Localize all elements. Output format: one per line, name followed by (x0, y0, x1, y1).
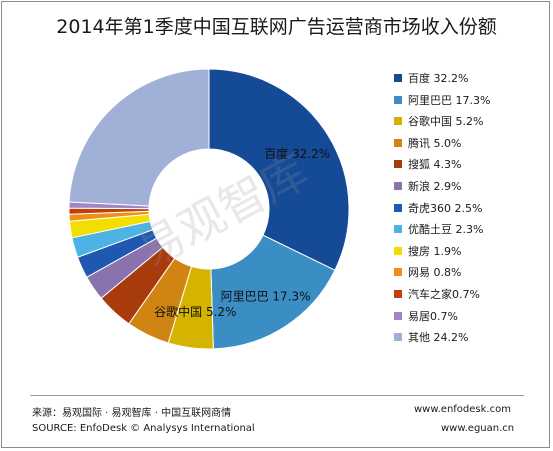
data-label-0: 百度 32.2% (264, 146, 330, 161)
legend-label: 百度 32.2% (408, 72, 469, 85)
url-eguan: www.eguan.cn (441, 423, 515, 434)
legend-label: 其他 24.2% (408, 331, 469, 345)
legend-label: 新浪 2.9% (408, 180, 462, 193)
legend-item-4: 搜狐 4.3% (394, 156, 461, 172)
legend-label: 汽车之家0.7% (408, 288, 480, 301)
legend-swatch (394, 138, 402, 147)
data-label-1: 阿里巴巴 17.3% (221, 289, 311, 303)
legend-swatch (394, 311, 402, 320)
legend-swatch (394, 246, 402, 255)
slices-group (68, 68, 350, 350)
legend-item-0: 百度 32.2% (394, 70, 468, 86)
source-cn: 来源：易观国际 · 易观智库 · 中国互联网商情 (32, 408, 232, 419)
legend-label: 易居0.7% (408, 309, 458, 323)
legend-label: 腾讯 5.0% (408, 136, 462, 150)
legend-item-8: 搜房 1.9% (394, 243, 461, 259)
legend-swatch (394, 333, 402, 342)
data-label-2: 谷歌中国 5.2% (154, 304, 236, 319)
source-en: SOURCE: EnfoDesk © Analysys Internationa… (32, 423, 255, 434)
slice-1 (210, 234, 336, 350)
slice-0 (208, 68, 350, 271)
legend-swatch (394, 74, 402, 82)
legend-label: 搜房 1.9% (408, 244, 462, 258)
legend-label: 谷歌中国 5.2% (408, 115, 484, 129)
legend-swatch (394, 95, 402, 104)
legend-swatch (394, 182, 402, 190)
footer-divider (30, 395, 524, 396)
url-enfodesk: www.enfodesk.com (414, 404, 511, 415)
legend-item-12: 其他 24.2% (394, 329, 468, 345)
legend-label: 阿里巴巴 17.3% (408, 93, 491, 107)
legend-swatch (394, 117, 402, 126)
legend-swatch (394, 203, 402, 212)
legend-item-7: 优酷土豆 2.3% (394, 221, 483, 237)
legend-item-11: 易居0.7% (394, 308, 458, 324)
chart-title: 2014年第1季度中国互联网广告运营商市场收入份额 (56, 16, 497, 38)
legend-swatch (394, 160, 402, 169)
legend-item-1: 阿里巴巴 17.3% (394, 92, 490, 108)
legend-swatch (394, 225, 402, 234)
legend-label: 网易 0.8% (408, 266, 462, 280)
legend-item-6: 奇虎360 2.5% (394, 200, 482, 216)
legend-item-10: 汽车之家0.7% (394, 286, 480, 302)
legend-swatch (394, 268, 402, 277)
legend-label: 优酷土豆 2.3% (408, 223, 484, 237)
legend-item-2: 谷歌中国 5.2% (394, 113, 483, 129)
legend-label: 奇虎360 2.5% (408, 201, 483, 215)
legend-item-3: 腾讯 5.0% (394, 135, 461, 151)
legend-swatch (394, 290, 402, 298)
legend-item-5: 新浪 2.9% (394, 178, 461, 194)
slice-12 (68, 68, 210, 207)
legend-label: 搜狐 4.3% (408, 158, 462, 172)
legend-item-9: 网易 0.8% (394, 264, 461, 280)
